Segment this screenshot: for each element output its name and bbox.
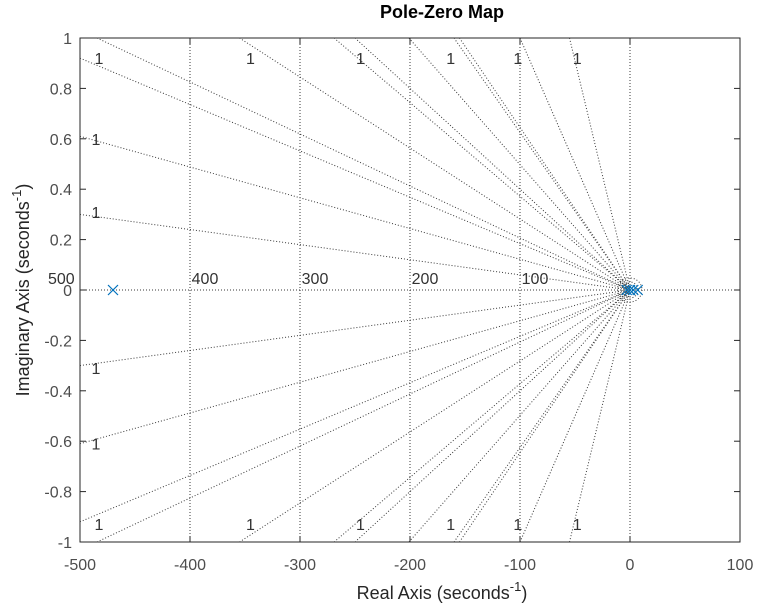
damping-label: 1 xyxy=(573,517,582,534)
damping-ray xyxy=(453,37,631,291)
damping-ray xyxy=(519,289,631,543)
damping-label: 1 xyxy=(95,517,104,534)
damping-ray xyxy=(453,289,631,543)
x-tick-label: -500 xyxy=(64,557,96,574)
damping-label: 1 xyxy=(92,437,101,454)
frequency-label: 500 xyxy=(48,271,75,288)
y-tick-label: -1 xyxy=(58,535,72,552)
damping-ray xyxy=(96,289,631,543)
y-tick-label: -0.2 xyxy=(44,333,72,350)
damping-grid: 1 1 1 1 1 1 1 1 1 1 1 1 1 1 1 1 500 400 300 200 100 xyxy=(48,37,740,543)
frequency-label: 400 xyxy=(192,271,219,288)
damping-label: 1 xyxy=(92,205,101,222)
damping-ray xyxy=(354,37,631,291)
damping-label: 1 xyxy=(446,51,455,68)
damping-label: 1 xyxy=(356,517,365,534)
pole-marker xyxy=(107,284,119,296)
damping-ray xyxy=(79,213,631,291)
damping-label: 1 xyxy=(513,51,522,68)
damping-ray xyxy=(569,289,631,543)
x-axis-title: Real Axis (seconds-1) xyxy=(357,579,528,603)
damping-ray xyxy=(79,57,631,291)
damping-ray xyxy=(354,289,631,543)
axis-ticks: -500 -400 -300 -200 -100 0 100 -1 -0.8 -0.6 -0.4 -0… xyxy=(44,31,753,574)
pole-markers xyxy=(107,284,644,296)
pole-marker xyxy=(624,284,636,296)
y-axis-title: Imaginary Axis (seconds-1) xyxy=(9,184,33,397)
damping-ray xyxy=(408,289,631,543)
damping-ray xyxy=(239,37,631,291)
damping-label: 1 xyxy=(246,517,255,534)
frequency-label: 300 xyxy=(302,271,329,288)
pole-marker-stroke xyxy=(632,284,644,296)
y-tick-label: 0.4 xyxy=(50,182,72,199)
frequency-label: 100 xyxy=(522,271,549,288)
pole-marker-stroke xyxy=(624,284,636,296)
y-tick-label: -0.4 xyxy=(44,384,72,401)
damping-label: 1 xyxy=(513,517,522,534)
damping-ray xyxy=(79,289,631,445)
pole-marker xyxy=(627,284,639,296)
damping-ray xyxy=(408,37,631,291)
y-tick-label: 0.2 xyxy=(50,233,72,250)
damping-ray xyxy=(96,37,631,291)
x-tick-label: -300 xyxy=(284,557,316,574)
pole-marker-stroke xyxy=(627,284,639,296)
damping-label: 1 xyxy=(446,517,455,534)
x-tick-label: 0 xyxy=(626,557,635,574)
pole-marker xyxy=(632,284,644,296)
damping-label: 1 xyxy=(356,51,365,68)
x-tick-label: -200 xyxy=(394,557,426,574)
x-tick-label: 100 xyxy=(727,557,754,574)
damping-label: 1 xyxy=(573,51,582,68)
damping-label: 1 xyxy=(95,51,104,68)
y-tick-label: 0 xyxy=(63,283,72,300)
damping-ray xyxy=(569,37,631,291)
y-tick-label: 0.6 xyxy=(50,132,72,149)
frequency-label: 200 xyxy=(412,271,439,288)
y-tick-label: -0.6 xyxy=(44,434,72,451)
x-tick-label: -400 xyxy=(174,557,206,574)
damping-ray xyxy=(79,135,631,291)
damping-label: 1 xyxy=(92,132,101,149)
frequency-circle xyxy=(617,277,643,303)
y-tick-label: -0.8 xyxy=(44,485,72,502)
x-tick-label: -100 xyxy=(504,557,536,574)
chart-title: Pole-Zero Map xyxy=(380,2,504,22)
damping-label: 1 xyxy=(246,51,255,68)
y-tick-label: 1 xyxy=(63,31,72,48)
damping-label: 1 xyxy=(92,361,101,378)
damping-ray xyxy=(519,37,631,291)
y-tick-label: 0.8 xyxy=(50,81,72,98)
damping-ray xyxy=(239,289,631,543)
damping-ray xyxy=(79,289,631,367)
damping-ray xyxy=(79,289,631,523)
pole-marker-stroke xyxy=(107,284,119,296)
